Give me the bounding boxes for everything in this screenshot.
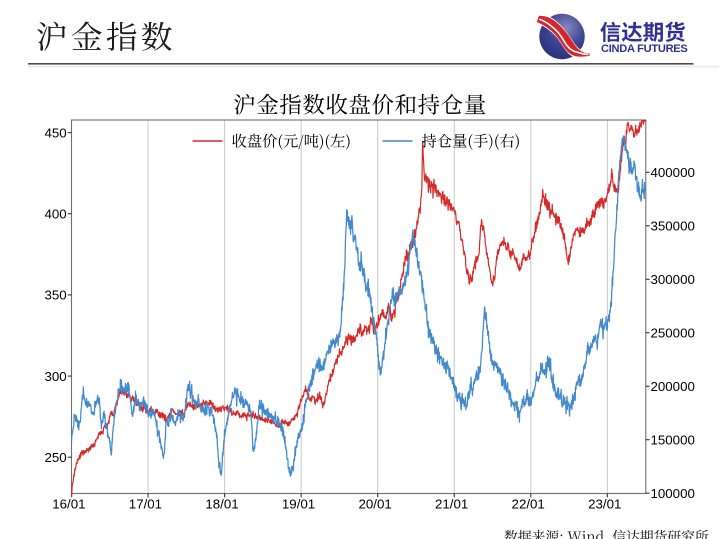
svg-text:18/01: 18/01 xyxy=(205,497,238,512)
svg-text:400: 400 xyxy=(45,206,67,221)
svg-text:CINDA FUTURES: CINDA FUTURES xyxy=(601,43,688,55)
svg-text:350: 350 xyxy=(45,288,67,303)
svg-text:400000: 400000 xyxy=(651,165,695,180)
svg-text:100000: 100000 xyxy=(651,486,695,501)
svg-text:450: 450 xyxy=(45,125,67,140)
svg-text:300000: 300000 xyxy=(651,272,695,287)
svg-text:250000: 250000 xyxy=(651,325,695,340)
svg-text:250: 250 xyxy=(45,450,67,465)
svg-text:300: 300 xyxy=(45,369,67,384)
svg-text:22/01: 22/01 xyxy=(512,497,545,512)
svg-text:19/01: 19/01 xyxy=(282,497,315,512)
svg-text:20/01: 20/01 xyxy=(358,497,391,512)
svg-text:21/01: 21/01 xyxy=(435,497,468,512)
svg-text:23/01: 23/01 xyxy=(588,497,621,512)
svg-text:200000: 200000 xyxy=(651,379,695,394)
svg-text:17/01: 17/01 xyxy=(129,497,162,512)
svg-text:150000: 150000 xyxy=(651,432,695,447)
svg-text:350000: 350000 xyxy=(651,218,695,233)
svg-text:16/01: 16/01 xyxy=(52,497,85,512)
